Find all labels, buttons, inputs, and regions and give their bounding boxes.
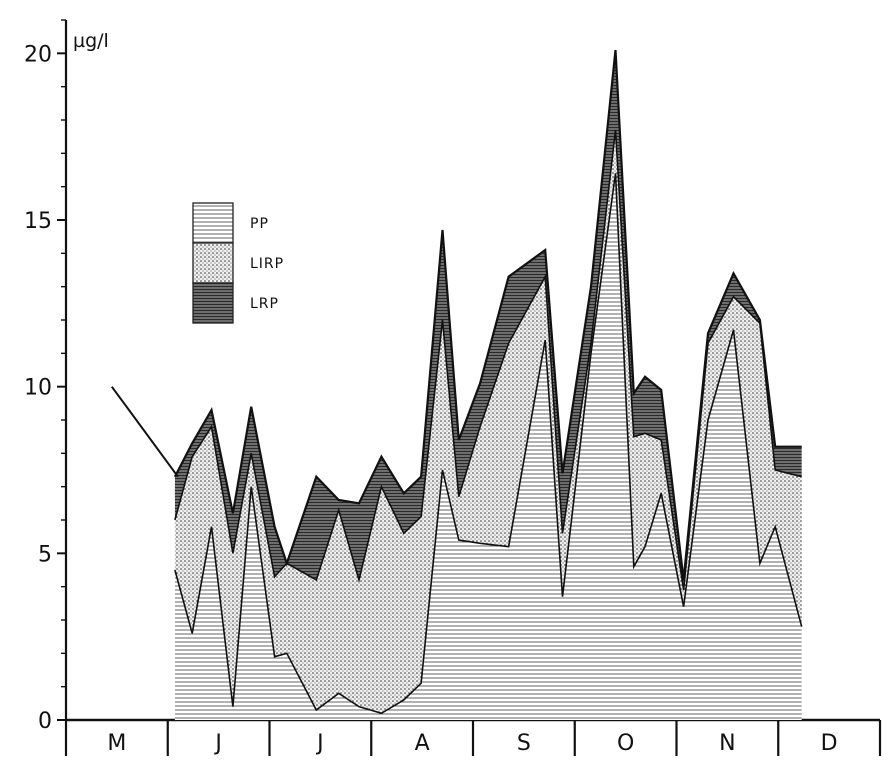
series-lines <box>110 49 803 715</box>
y-tick-label: 10 <box>24 376 52 401</box>
y-axis: 0 5 10 15 20 <box>24 19 68 734</box>
legend-label-pp: PP <box>250 216 269 232</box>
month-label: S <box>517 731 531 756</box>
area-lirp <box>174 130 802 714</box>
y-tick-label: 5 <box>38 542 52 567</box>
month-label: J <box>315 731 324 756</box>
series-areas <box>174 50 802 721</box>
month-label: D <box>821 731 838 756</box>
area-pp <box>174 173 802 721</box>
legend: PP LIRP LRP <box>192 202 284 324</box>
month-label: J <box>213 731 222 756</box>
legend-swatch-lrp <box>192 282 234 324</box>
month-label: A <box>415 731 430 756</box>
line-pp-top <box>174 173 803 715</box>
y-unit-label: µg/l <box>73 30 109 52</box>
month-label: M <box>107 731 126 756</box>
legend-swatch-pp <box>192 202 234 244</box>
y-tick-label: 20 <box>24 42 52 67</box>
month-label: N <box>719 731 735 756</box>
line-total <box>173 49 802 581</box>
legend-label-lirp: LIRP <box>250 256 284 272</box>
lead-in-line <box>110 386 179 478</box>
y-tick-label: 15 <box>24 209 52 234</box>
y-tick-label: 0 <box>38 709 52 734</box>
month-label: O <box>617 731 634 756</box>
legend-label-lrp: LRP <box>250 296 279 312</box>
legend-swatch-lirp <box>192 242 234 284</box>
